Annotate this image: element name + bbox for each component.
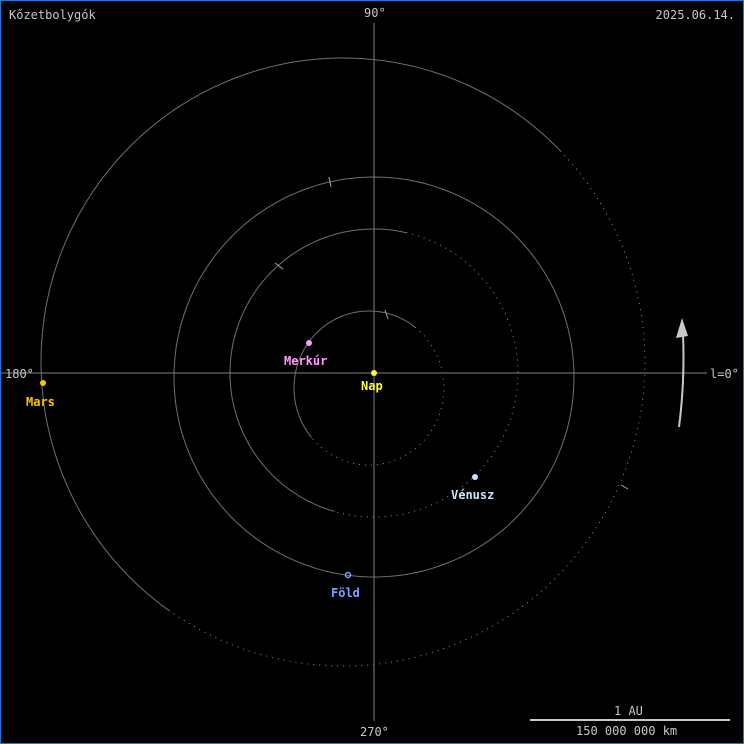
venus-orbit-above (229, 228, 407, 512)
mercury-label: Merkúr (284, 354, 328, 368)
diagram-title: Kőzetbolygók (9, 8, 96, 22)
counterclockwise-arrow-icon (676, 318, 688, 428)
axis-label-90: 90° (364, 6, 386, 20)
mercury-marker[interactable] (306, 340, 312, 346)
earth-orbit-above (173, 176, 575, 578)
venus-label: Vénusz (451, 488, 495, 502)
axis-label-180: 180° (5, 367, 34, 381)
scale-km-label: 150 000 000 km (576, 724, 678, 738)
axis-label-0: l=0° (710, 367, 739, 381)
date-label: 2025.06.14. (655, 8, 735, 22)
mars-marker[interactable] (40, 380, 46, 386)
sun-marker[interactable] (371, 370, 377, 376)
earth-label: Föld (331, 586, 360, 600)
scale-au-label: 1 AU (614, 704, 643, 718)
mars-orbit-above (40, 57, 561, 612)
earth-marker[interactable] (344, 571, 352, 579)
mercury-orbit-above (293, 310, 416, 438)
axis-label-270: 270° (360, 725, 389, 739)
sun-label: Nap (361, 379, 383, 393)
venus-orbit-below (334, 232, 519, 518)
mars-label: Mars (26, 395, 55, 409)
earth-node-tick (328, 176, 332, 188)
mercury-node-tick (384, 309, 389, 320)
venus-node-tick (274, 262, 284, 270)
venus-marker[interactable] (472, 474, 478, 480)
mercury-orbit-below (311, 326, 445, 466)
mars-node-tick (620, 484, 629, 490)
